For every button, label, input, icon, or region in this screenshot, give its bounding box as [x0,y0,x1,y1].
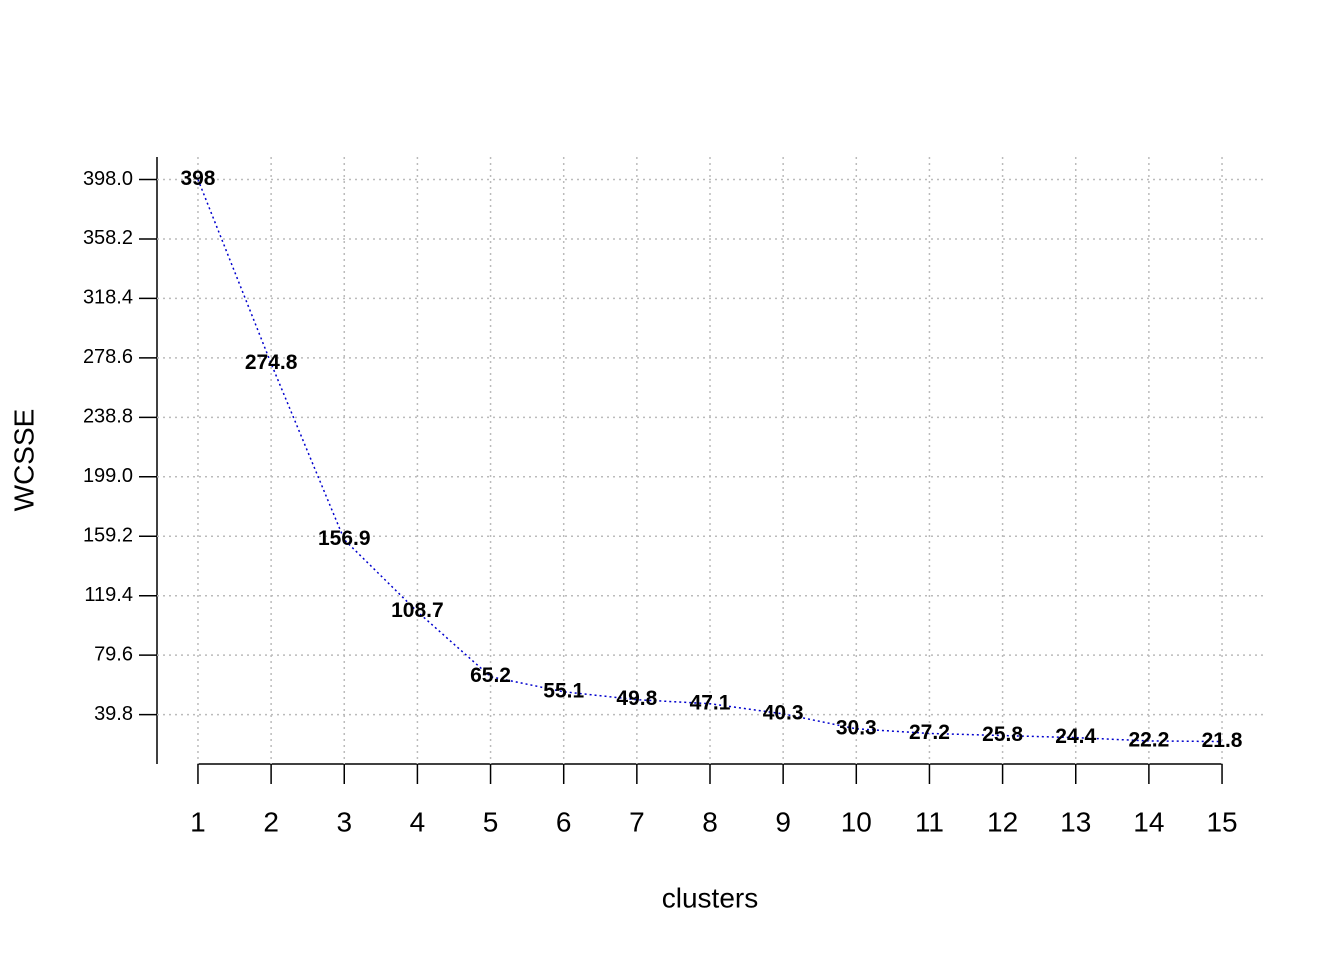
data-label: 27.2 [909,721,950,744]
data-label: 25.8 [982,723,1023,746]
data-label: 24.4 [1055,725,1096,748]
x-tick-label: 9 [775,806,791,837]
data-label: 398 [180,167,215,190]
y-tick-label: 238.8 [83,406,133,428]
data-label: 21.8 [1202,729,1243,752]
data-label: 274.8 [245,351,298,374]
y-tick-label: 159.2 [83,525,133,547]
y-tick-label: 119.4 [84,584,133,606]
data-label: 49.8 [616,687,657,710]
x-tick-label: 5 [483,806,499,837]
x-tick-label: 13 [1060,806,1091,837]
data-label: 22.2 [1128,728,1169,751]
x-tick-label: 7 [629,806,645,837]
y-tick-label: 199.0 [83,465,133,487]
data-label: 30.3 [836,716,877,739]
y-tick-label: 39.8 [94,703,133,725]
x-tick-label: 12 [987,806,1018,837]
x-tick-label: 8 [702,806,718,837]
data-label: 40.3 [763,701,804,724]
data-label: 47.1 [690,691,731,714]
y-tick-label: 318.4 [83,287,133,309]
data-label: 65.2 [470,664,511,687]
x-tick-label: 11 [915,806,944,837]
y-axis-title: WCSSE [8,409,39,512]
x-tick-label: 15 [1206,806,1237,837]
x-tick-label: 4 [410,806,426,837]
x-tick-label: 2 [263,806,279,837]
data-label: 156.9 [318,527,371,550]
x-tick-label: 10 [841,806,872,837]
y-tick-label: 79.6 [94,643,133,665]
y-tick-label: 398.0 [83,168,133,190]
data-line [197,179,1223,743]
x-tick-label: 14 [1133,806,1164,837]
y-tick-label: 358.2 [83,227,133,249]
x-tick-label: 1 [190,806,206,837]
x-tick-label: 6 [556,806,572,837]
x-tick-label: 3 [336,806,352,837]
data-label: 55.1 [543,679,584,702]
data-label: 108.7 [391,599,444,622]
x-axis-title: clusters [662,882,758,913]
y-tick-label: 278.6 [83,346,133,368]
